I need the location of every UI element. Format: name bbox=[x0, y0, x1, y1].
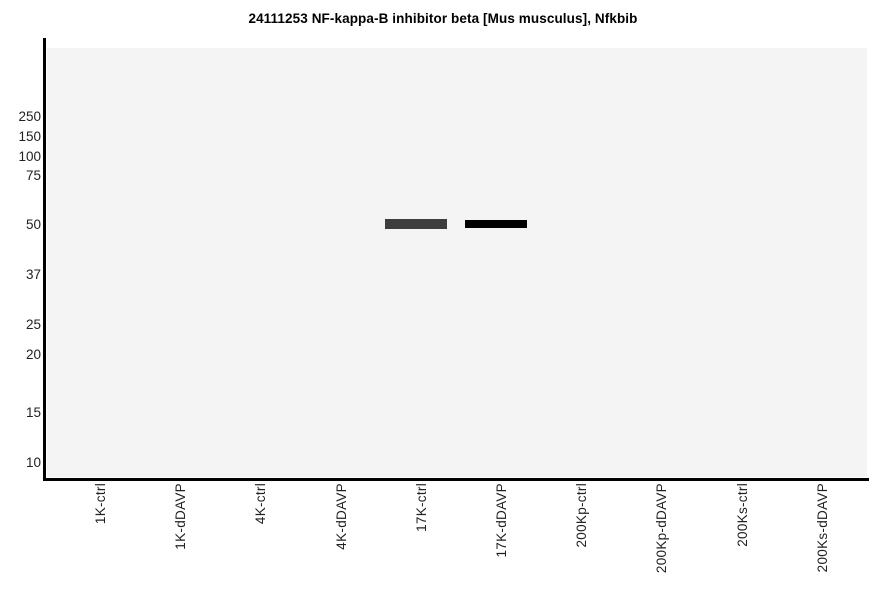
lane-label-17K-ctrl: 17K-ctrl bbox=[414, 483, 429, 532]
lane-label-17K-dDAVP: 17K-dDAVP bbox=[494, 483, 509, 558]
plot-area bbox=[47, 48, 867, 477]
y-tick-label-20: 20 bbox=[25, 347, 41, 362]
band-17K-dDAVP bbox=[465, 220, 527, 228]
lane-label-4K-dDAVP: 4K-dDAVP bbox=[334, 483, 349, 550]
lane-label-1K-dDAVP: 1K-dDAVP bbox=[173, 483, 188, 550]
y-tick-label-100: 100 bbox=[18, 149, 41, 164]
y-tick-label-50: 50 bbox=[25, 217, 41, 232]
chart-title: 24111253 NF-kappa-B inhibitor beta [Mus … bbox=[248, 11, 638, 26]
lane-label-200Kp-ctrl: 200Kp-ctrl bbox=[574, 483, 589, 548]
y-tick-label-25: 25 bbox=[25, 317, 41, 332]
lane-label-1K-ctrl: 1K-ctrl bbox=[93, 483, 108, 525]
y-tick-label-250: 250 bbox=[18, 109, 41, 124]
lane-label-200Ks-dDAVP: 200Ks-dDAVP bbox=[815, 483, 830, 573]
y-axis-line bbox=[43, 38, 46, 481]
y-tick-label-37: 37 bbox=[25, 267, 41, 282]
x-axis-line bbox=[43, 478, 869, 481]
lane-label-200Ks-ctrl: 200Ks-ctrl bbox=[735, 483, 750, 547]
y-tick-label-10: 10 bbox=[25, 455, 41, 470]
lane-label-4K-ctrl: 4K-ctrl bbox=[253, 483, 268, 525]
band-17K-ctrl bbox=[385, 219, 447, 229]
y-tick-label-150: 150 bbox=[18, 129, 41, 144]
lane-label-200Kp-dDAVP: 200Kp-dDAVP bbox=[654, 483, 669, 574]
y-tick-label-15: 15 bbox=[25, 405, 41, 420]
y-tick-label-75: 75 bbox=[25, 168, 41, 183]
